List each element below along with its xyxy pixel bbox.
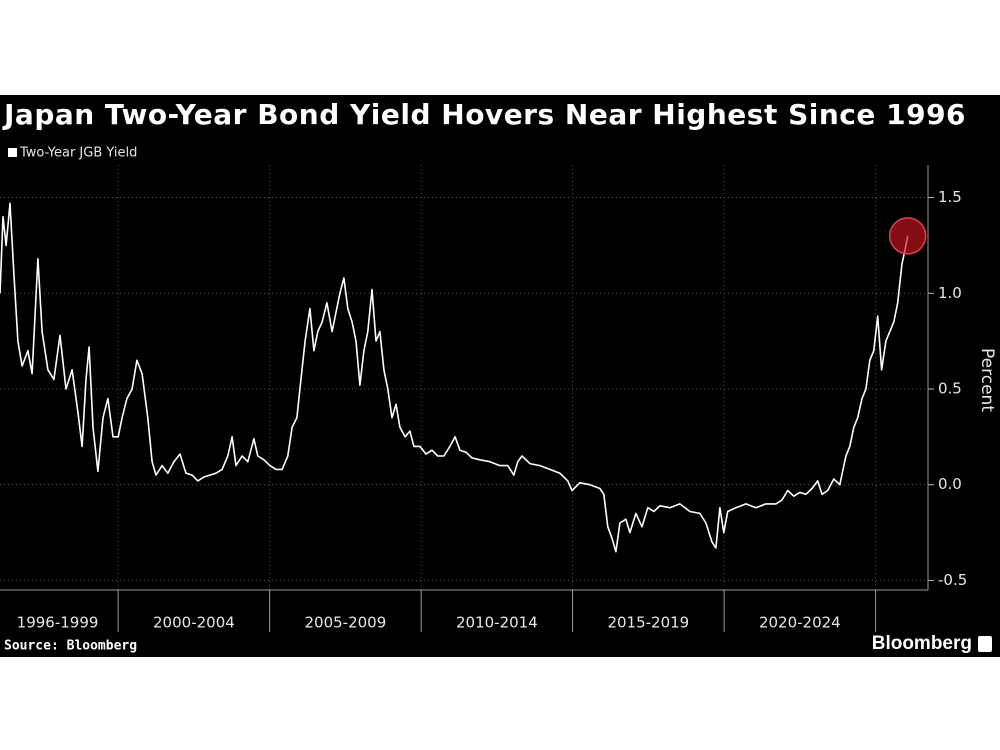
- x-period-label: 2015-2019: [607, 614, 689, 632]
- x-period-label: 1996-1999: [17, 614, 99, 632]
- legend-swatch: [8, 148, 17, 157]
- x-period-label: 2005-2009: [305, 614, 387, 632]
- y-axis-label: Percent: [977, 348, 997, 412]
- brand-logo: Bloomberg: [872, 633, 972, 654]
- brand-icon: [978, 636, 992, 652]
- chart-title: Japan Two-Year Bond Yield Hovers Near Hi…: [2, 98, 966, 131]
- x-period-label: 2000-2004: [153, 614, 235, 632]
- chart-panel: [0, 95, 1000, 657]
- y-tick-label: 0.5: [938, 379, 962, 397]
- x-period-label: 2010-2014: [456, 614, 538, 632]
- data-line: [0, 202, 909, 553]
- y-tick-label: 1.5: [938, 188, 962, 206]
- source: Source: Bloomberg: [4, 639, 137, 654]
- y-tick-label: 1.0: [938, 284, 962, 302]
- y-tick-label: 0.0: [938, 475, 962, 493]
- y-tick-label: -0.5: [938, 571, 967, 589]
- latest-highlight: [888, 217, 927, 255]
- x-period-label: 2020-2024: [759, 614, 841, 632]
- legend-label: Two-Year JGB Yield: [19, 146, 137, 161]
